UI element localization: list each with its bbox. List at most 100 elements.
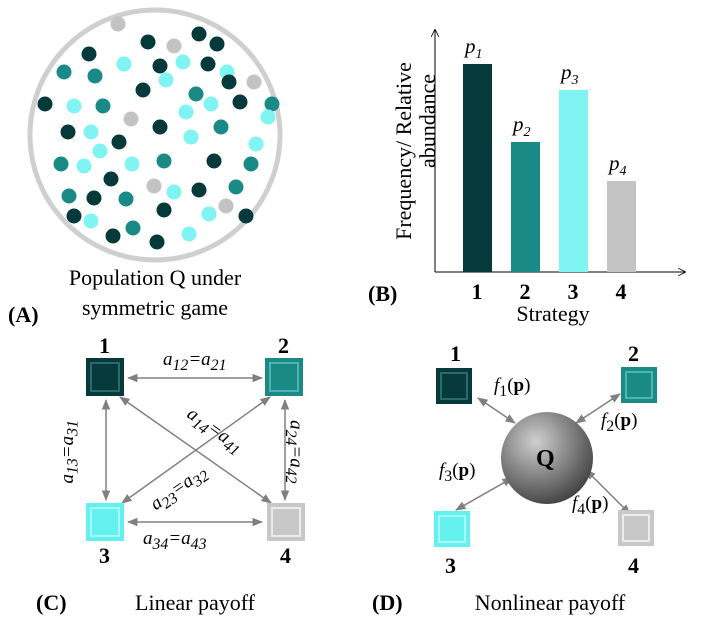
bar-strategy-1 [463,64,492,272]
individual-dot-strategy-1 [152,58,168,74]
q-label: Q [536,446,555,472]
individual-dot-strategy-2 [188,86,204,102]
d-node-1-label: 1 [450,341,461,366]
d-node-3-label: 3 [445,553,456,578]
linear-payoff-edges [101,373,290,527]
individual-dot-strategy-3 [183,129,199,145]
c-node-1-label: 1 [99,333,110,358]
individual-dot-strategy-3 [181,226,197,242]
edge-label-a34: a34=a43 [143,528,207,553]
panel-a-label: (A) [8,302,39,327]
individual-dot-strategy-4 [146,178,162,194]
individual-dot-strategy-3 [66,98,82,114]
individual-dot-strategy-1 [140,34,156,50]
individual-dot-strategy-4 [218,198,234,214]
individual-dot-strategy-1 [156,202,172,218]
individual-dot-strategy-2 [243,156,259,172]
panel-b-ylabel-line1: Frequency/ Relative [391,62,416,240]
individual-dot-strategy-1 [105,228,121,244]
edge-label-a12: a12=a21 [163,349,227,374]
c-node-3-label: 3 [99,543,110,568]
individual-dot-strategy-3 [83,124,99,140]
individual-dot-strategy-3 [178,104,194,120]
individual-dot-strategy-2 [118,191,134,207]
individual-dot-strategy-1 [111,134,127,150]
d-edge-3 [455,477,513,511]
payoff-f1: f1(p) [494,375,531,400]
d-strategy-4-square [618,510,654,546]
panel-b-ylabel-line2: abundance [415,73,440,169]
individual-dot-strategy-2 [61,188,77,204]
bar-strategy-3 [559,90,588,272]
nonlinear-payoff-graph [434,367,657,547]
panel-b-xlabel: Strategy [516,301,590,326]
individual-dot-strategy-2 [213,119,229,135]
edge-label-a13: a13=a31 [56,420,82,484]
individual-dot-strategy-1 [206,153,222,169]
bar-data-label: p2 [513,112,531,141]
x-tick-label: 3 [567,279,579,304]
individual-dot-strategy-1 [60,124,76,140]
individual-dot-strategy-1 [191,26,207,42]
x-tick-label: 2 [519,279,531,304]
individual-dot-strategy-2 [125,220,141,236]
bar-strategy-2 [511,142,540,272]
d-strategy-1-square [436,368,472,404]
individual-dot-strategy-1 [81,46,97,62]
individual-dot-strategy-3 [92,143,108,159]
bar-chart [435,30,685,272]
individual-dot-strategy-2 [87,68,103,84]
individual-dot-strategy-1 [103,171,119,187]
individual-dot-strategy-4 [110,16,126,32]
individual-dot-strategy-3 [175,54,191,70]
individual-dot-strategy-1 [221,74,237,90]
d-node-2-label: 2 [628,341,639,366]
q-sphere [501,412,593,504]
individual-dot-strategy-1 [200,56,216,72]
individual-dot-strategy-4 [123,111,139,127]
bar-data-label: p3 [561,60,579,89]
panel-d-label: (D) [372,590,403,615]
c-node-4-label: 4 [280,543,291,568]
individual-dot-strategy-3 [203,96,219,112]
panel-b-label: (B) [368,281,398,306]
population-dots [37,16,280,250]
individual-dot-strategy-1 [191,182,207,198]
individual-dot-strategy-3 [260,109,276,125]
individual-dot-strategy-4 [166,38,182,54]
individual-dot-strategy-1 [66,208,82,224]
individual-dot-strategy-1 [209,36,225,52]
individual-dot-strategy-1 [86,190,102,206]
d-node-4-label: 4 [628,553,639,578]
strategy-4-square [267,503,305,541]
individual-dot-strategy-1 [232,94,248,110]
individual-dot-strategy-1 [37,96,53,112]
individual-dot-strategy-4 [246,74,262,90]
x-tick-label: 1 [471,279,483,304]
strategy-1-square [86,358,124,396]
panel-a-caption-line1: Population Q under [68,265,242,290]
individual-dot-strategy-3 [166,184,182,200]
linear-payoff-nodes [86,358,305,541]
panel-a-caption-line2: symmetric game [81,295,228,320]
d-strategy-3-square [434,511,470,547]
individual-dot-strategy-3 [201,206,217,222]
individual-dot-strategy-2 [264,96,280,112]
individual-dot-strategy-1 [149,234,165,250]
individual-dot-strategy-2 [95,98,111,114]
payoff-f4: f4(p) [572,493,609,518]
d-strategy-2-square [621,367,657,403]
individual-dot-strategy-2 [228,179,244,195]
individual-dot-strategy-1 [238,208,254,224]
individual-dot-strategy-2 [156,153,172,169]
individual-dot-strategy-1 [135,82,151,98]
bar-strategy-4 [607,181,636,272]
d-edge-1 [477,397,516,424]
panel-d-caption: Nonlinear payoff [474,590,626,615]
individual-dot-strategy-3 [158,72,174,88]
payoff-f2: f2(p) [601,410,638,435]
x-tick-label: 4 [615,279,627,304]
individual-dot-strategy-3 [124,156,140,172]
